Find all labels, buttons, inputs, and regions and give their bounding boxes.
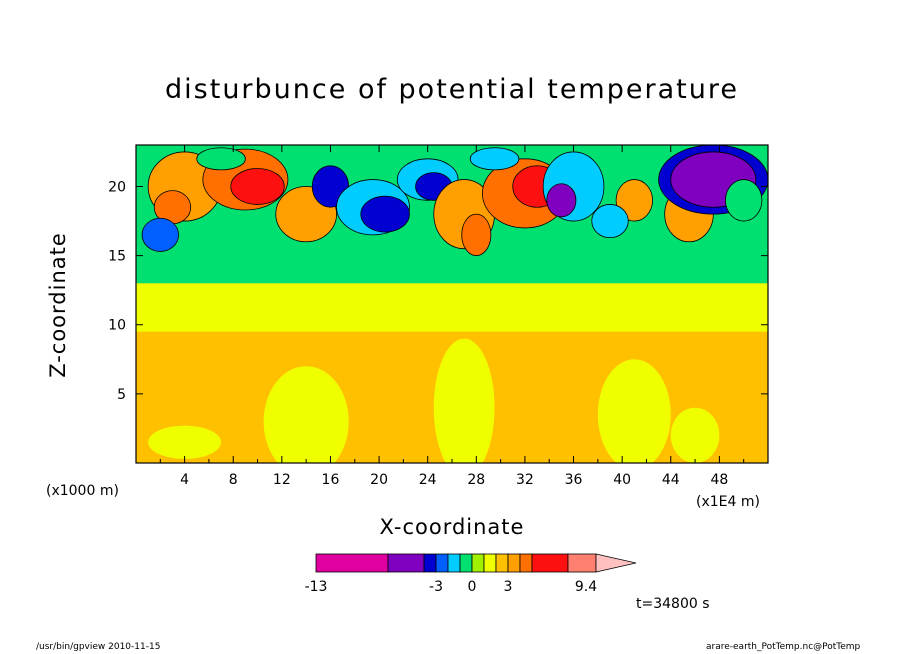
x-tick-label: 4 [180, 472, 189, 488]
x-axis-label: X-coordinate [379, 515, 525, 539]
colorbar-label: 0 [468, 579, 477, 595]
colorbar-arrow [595, 553, 637, 573]
near-zero-patch [148, 425, 222, 459]
x-tick-label: 24 [419, 472, 437, 488]
band-middle [136, 283, 768, 332]
colorbar-label: 3 [504, 579, 513, 595]
contour-region [196, 147, 246, 171]
contour-region [230, 168, 285, 205]
colorbar-swatch [483, 553, 497, 573]
contour-field [136, 145, 768, 463]
x-unit-right: (x1E4 m) [696, 494, 760, 510]
x-tick-label: 36 [565, 472, 583, 488]
colorbar-label: -13 [305, 579, 328, 595]
x-tick-label: 28 [467, 472, 485, 488]
y-tick-label: 20 [108, 179, 126, 195]
colorbar-swatch [495, 553, 509, 573]
y-tick-label: 10 [108, 318, 126, 334]
colorbar-swatch [459, 553, 473, 573]
colorbar-swatch [387, 553, 425, 573]
colorbar-swatch [447, 553, 461, 573]
footer-right: arare-earth_PotTemp.nc@PotTemp [706, 642, 861, 652]
x-tick-label: 44 [662, 472, 680, 488]
contour-region [141, 217, 179, 252]
x-tick-label: 20 [370, 472, 388, 488]
colorbar-swatch [315, 553, 389, 573]
x-unit-left: (x1000 m) [46, 483, 119, 499]
colorbar: -13 -3 0 3 9.4 [305, 553, 637, 595]
colorbar-swatch [423, 553, 437, 573]
contour-region [725, 179, 763, 222]
near-zero-patch [433, 338, 495, 463]
colorbar-swatch [435, 553, 449, 573]
chart-title: disturbunce of potential temperature [165, 74, 739, 105]
footer-left: /usr/bin/gpview 2010-11-15 [36, 642, 161, 652]
x-tick-label: 48 [710, 472, 728, 488]
colorbar-label: 9.4 [575, 579, 597, 595]
near-zero-patch [670, 407, 720, 463]
x-tick-label: 32 [516, 472, 534, 488]
contour-region [360, 195, 410, 233]
colorbar-swatch [567, 553, 597, 573]
contour-region [615, 179, 653, 222]
time-label: t=34800 s [636, 596, 710, 612]
colorbar-swatch [471, 553, 485, 573]
contour-region [461, 213, 492, 257]
y-axis-label: Z-coordinate [46, 232, 70, 378]
colorbar-swatch [519, 553, 533, 573]
y-tick-label: 15 [108, 249, 126, 265]
colorbar-swatch [531, 553, 569, 573]
near-zero-patch [597, 359, 671, 463]
y-tick-label: 5 [117, 387, 126, 403]
colorbar-swatch [507, 553, 521, 573]
x-tick-label: 40 [613, 472, 631, 488]
contour-region [591, 204, 629, 239]
x-tick-label: 12 [273, 472, 291, 488]
contour-region [469, 147, 520, 171]
x-tick-label: 16 [322, 472, 340, 488]
near-zero-patch [263, 366, 349, 463]
contour-region [546, 183, 577, 218]
colorbar-label: -3 [429, 579, 443, 595]
x-tick-label: 8 [229, 472, 238, 488]
